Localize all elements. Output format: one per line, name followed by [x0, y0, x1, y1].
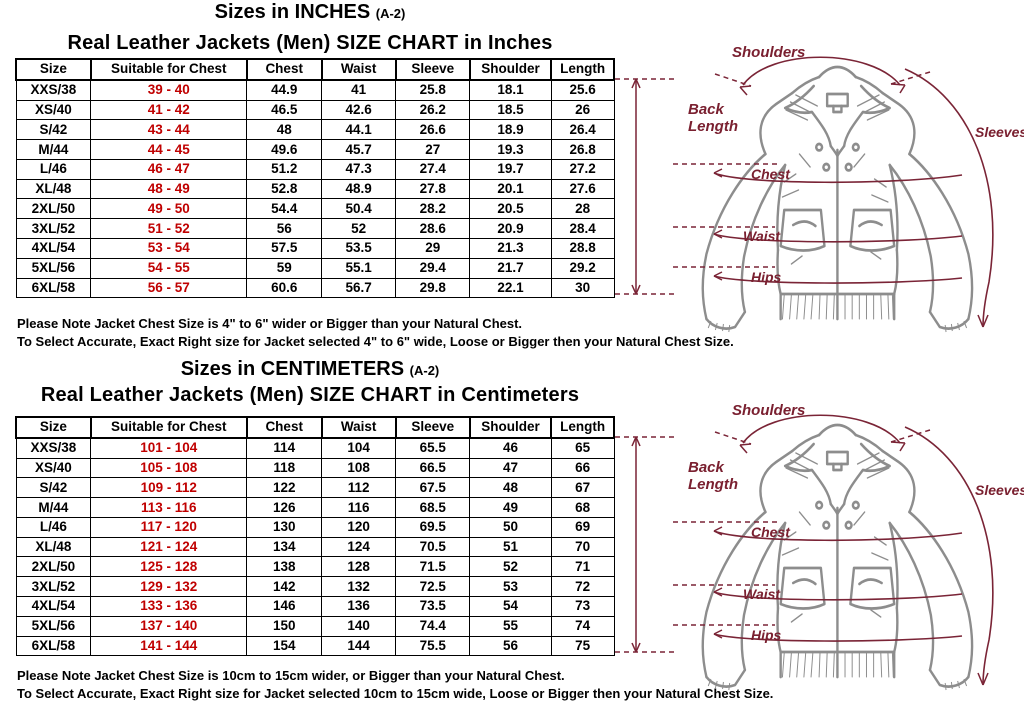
svg-text:Length: Length: [688, 476, 738, 493]
svg-text:Length: Length: [688, 118, 738, 135]
svg-text:Sleeves: Sleeves: [975, 124, 1024, 140]
svg-text:Shoulders: Shoulders: [732, 44, 805, 61]
svg-text:Back: Back: [688, 459, 725, 476]
svg-text:Shoulders: Shoulders: [732, 402, 805, 419]
svg-text:Sleeves: Sleeves: [975, 482, 1024, 498]
svg-text:Hips: Hips: [751, 269, 782, 285]
svg-text:Hips: Hips: [751, 627, 782, 643]
svg-text:Chest: Chest: [751, 166, 791, 182]
svg-text:Chest: Chest: [751, 524, 791, 540]
svg-text:Back: Back: [688, 101, 725, 118]
svg-text:Waist: Waist: [743, 228, 781, 244]
svg-text:Waist: Waist: [743, 586, 781, 602]
